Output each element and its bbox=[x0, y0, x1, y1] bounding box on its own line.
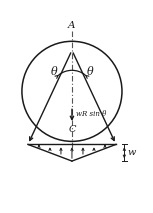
Text: C: C bbox=[68, 125, 76, 134]
Text: w: w bbox=[127, 148, 135, 157]
Text: θ: θ bbox=[50, 67, 57, 77]
Text: A: A bbox=[68, 21, 76, 30]
Text: θ: θ bbox=[87, 67, 93, 77]
Text: wR sin θ: wR sin θ bbox=[76, 109, 106, 118]
